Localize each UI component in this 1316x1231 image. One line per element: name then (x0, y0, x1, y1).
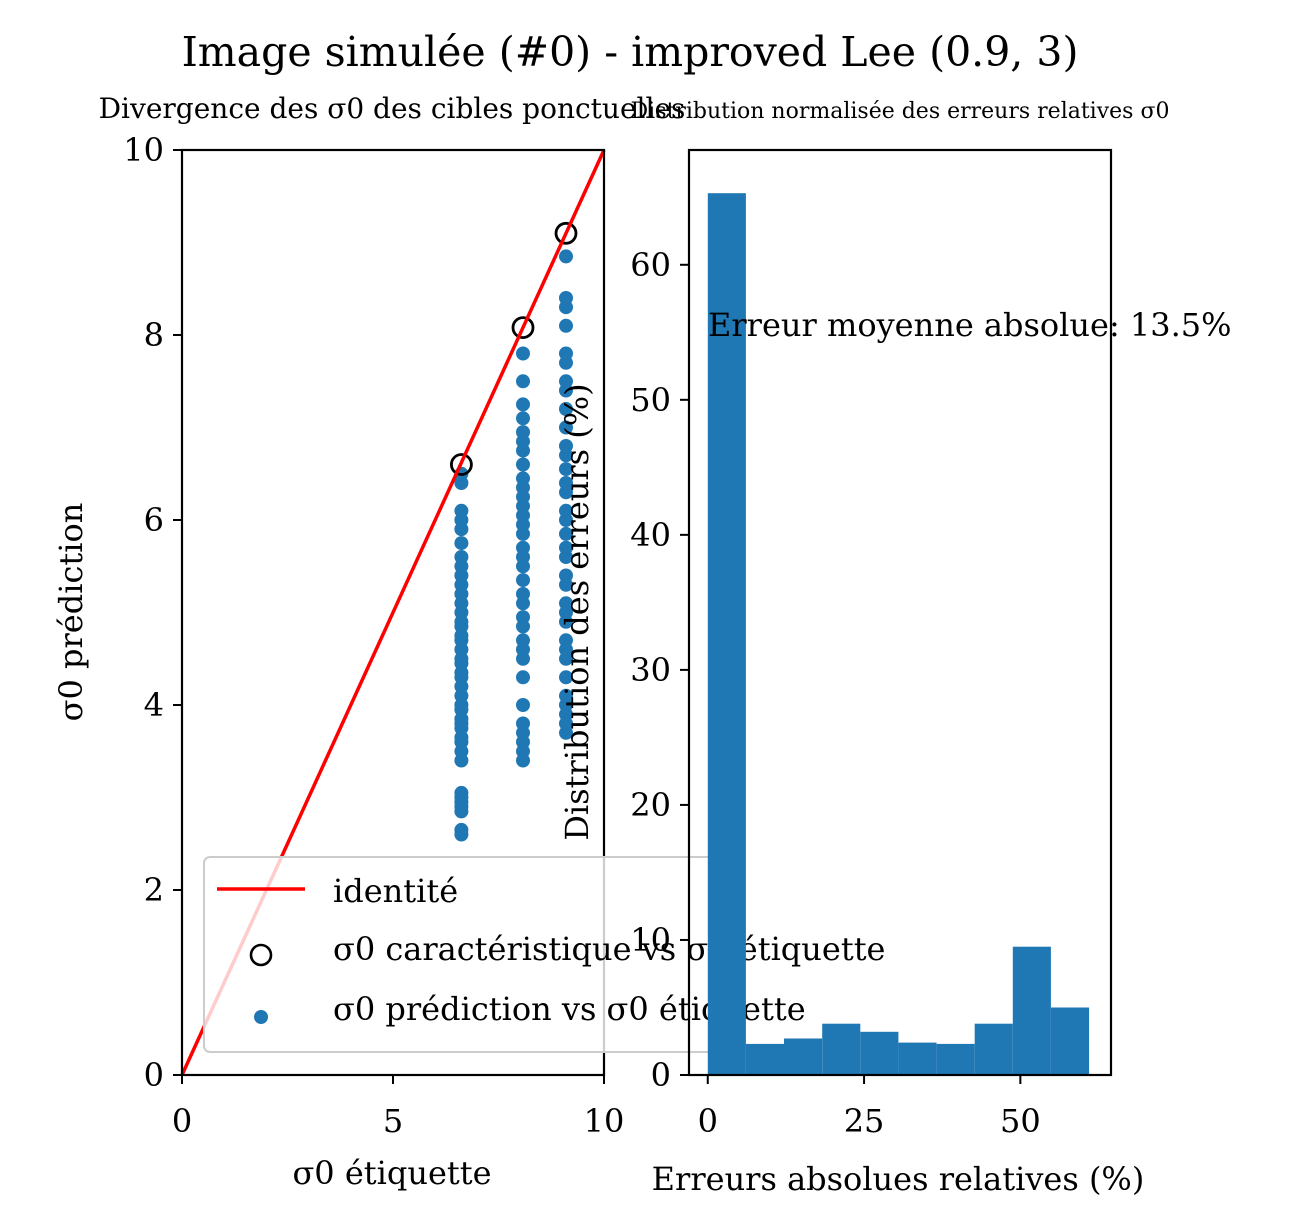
prediction-point-2-8 (559, 633, 573, 648)
scatter-ytick-label-0: 0 (144, 1056, 164, 1094)
prediction-point-1-13 (516, 587, 530, 601)
histogram-ytick-label-10: 10 (630, 921, 671, 959)
prediction-point-1-9 (516, 633, 530, 648)
prediction-point-1-17 (516, 540, 530, 555)
histogram-ytick-label-30: 30 (630, 651, 671, 689)
prediction-point-2-15 (559, 540, 573, 555)
scatter-ytick-label-2: 2 (144, 871, 164, 909)
scatter-panel: Divergence des σ0 des cibles ponctuelles… (52, 92, 885, 1192)
histogram-bar-3 (822, 1023, 861, 1075)
legend-characteristic-swatch (249, 943, 273, 967)
prediction-point-1-31 (516, 374, 530, 389)
scatter-marks (180, 149, 606, 1076)
histogram-ytick-label-0: 0 (651, 1056, 671, 1094)
prediction-point-2-30 (559, 318, 573, 333)
prediction-point-1-11 (516, 610, 530, 625)
prediction-point-2-25 (559, 402, 573, 416)
legend-prediction-swatch (254, 1010, 268, 1024)
characteristic-point-1 (511, 316, 535, 340)
histogram-xtick-label-25: 25 (844, 1102, 885, 1140)
characteristic-point-0 (449, 453, 473, 476)
scatter-xtick-label-10: 10 (584, 1102, 625, 1140)
scatter-ytick-label-8: 8 (144, 316, 164, 354)
histogram-ytick-label-20: 20 (630, 786, 671, 824)
figure-title: Image simulée (#0) - improved Lee (0.9, … (182, 28, 1079, 76)
scatter-title-text: Divergence des σ0 des cibles ponctuelles (99, 92, 686, 125)
prediction-point-1-4 (516, 716, 530, 731)
histogram-ylabel: Distribution des erreurs (%) (558, 383, 596, 840)
histogram-xtick-label-0: 0 (698, 1102, 718, 1140)
prediction-point-1-25 (516, 457, 530, 472)
prediction-point-1-32 (516, 346, 530, 361)
prediction-point-0-6 (454, 785, 469, 800)
histogram-xtick-label-50: 50 (1000, 1102, 1041, 1140)
prediction-point-1-5 (516, 698, 530, 712)
prediction-point-2-18 (559, 503, 573, 518)
legend-identity-label: identité (333, 872, 458, 910)
histogram-title: Distribution normalisée des erreurs rela… (631, 99, 1170, 124)
scatter-ytick-label-10: 10 (123, 131, 164, 169)
histogram-panel: Distribution normalisée des erreurs rela… (558, 99, 1232, 1198)
prediction-point-2-16 (559, 526, 573, 541)
scatter-xtick-label-0: 0 (172, 1102, 192, 1140)
prediction-point-1-14 (516, 573, 530, 588)
prediction-point-2-29 (559, 346, 573, 361)
prediction-point-1-24 (516, 471, 530, 486)
scatter-ytick-label-4: 4 (144, 686, 164, 724)
histogram-ytick-label-40: 40 (630, 516, 671, 554)
histogram-bar-2 (784, 1038, 823, 1075)
prediction-point-2-24 (559, 420, 573, 435)
prediction-point-1-28 (516, 425, 530, 440)
prediction-point-2-4 (559, 688, 573, 703)
prediction-point-0-33 (454, 550, 469, 564)
prediction-point-0-1 (454, 822, 469, 837)
histogram-bar-9 (1051, 1007, 1090, 1075)
prediction-point-2-13 (559, 568, 573, 583)
prediction-point-2-11 (559, 596, 573, 611)
histogram-bar-7 (974, 1023, 1013, 1075)
scatter-title: Divergence des σ0 des cibles ponctuelles (99, 92, 686, 125)
prediction-point-2-27 (559, 374, 573, 389)
histogram-ticks: 0 25 50 0 10 20 30 40 50 60 (630, 246, 1040, 1140)
scatter-ytick-label-6: 6 (144, 501, 164, 539)
histogram-axes-frame (687, 148, 1113, 1077)
histogram-bar-1 (745, 1043, 784, 1075)
scatter-xlabel: σ0 étiquette (292, 1154, 491, 1192)
prediction-point-0-34 (454, 536, 469, 551)
histogram-ytick-label-50: 50 (630, 381, 671, 419)
prediction-point-2-33 (559, 249, 573, 264)
prediction-point-2-21 (559, 462, 573, 477)
scatter-legend: identité σ0 caractéristique vs σ0 étique… (203, 856, 885, 1053)
scatter-ticks: 0 5 10 0 2 4 6 8 10 (123, 131, 624, 1140)
prediction-point-2-20 (559, 476, 573, 490)
histogram-ytick-label-60: 60 (630, 246, 671, 284)
histogram-bar-4 (860, 1031, 899, 1075)
histogram-bar-5 (898, 1042, 937, 1075)
histogram-bar-0 (707, 193, 746, 1075)
prediction-point-2-23 (559, 439, 573, 453)
prediction-point-1-6 (516, 670, 530, 685)
prediction-point-1-29 (516, 411, 530, 426)
prediction-point-1-30 (516, 397, 530, 412)
histogram-bar-8 (1012, 946, 1051, 1075)
scatter-xtick-label-5: 5 (383, 1102, 403, 1140)
legend-characteristic-label: σ0 caractéristique vs σ0 étiquette (333, 930, 885, 968)
histogram-bar-6 (936, 1043, 975, 1075)
prediction-point-2-32 (559, 291, 573, 305)
prediction-point-2-5 (559, 670, 573, 685)
characteristic-point-2 (554, 221, 578, 245)
histogram-annotation: Erreur moyenne absolue: 13.5% (708, 306, 1232, 344)
prediction-point-0-37 (454, 503, 469, 518)
histogram-xlabel: Erreurs absolues relatives (%) (652, 1160, 1145, 1198)
scatter-ylabel: σ0 prédiction (52, 503, 90, 722)
histogram-marks (707, 193, 1090, 1075)
